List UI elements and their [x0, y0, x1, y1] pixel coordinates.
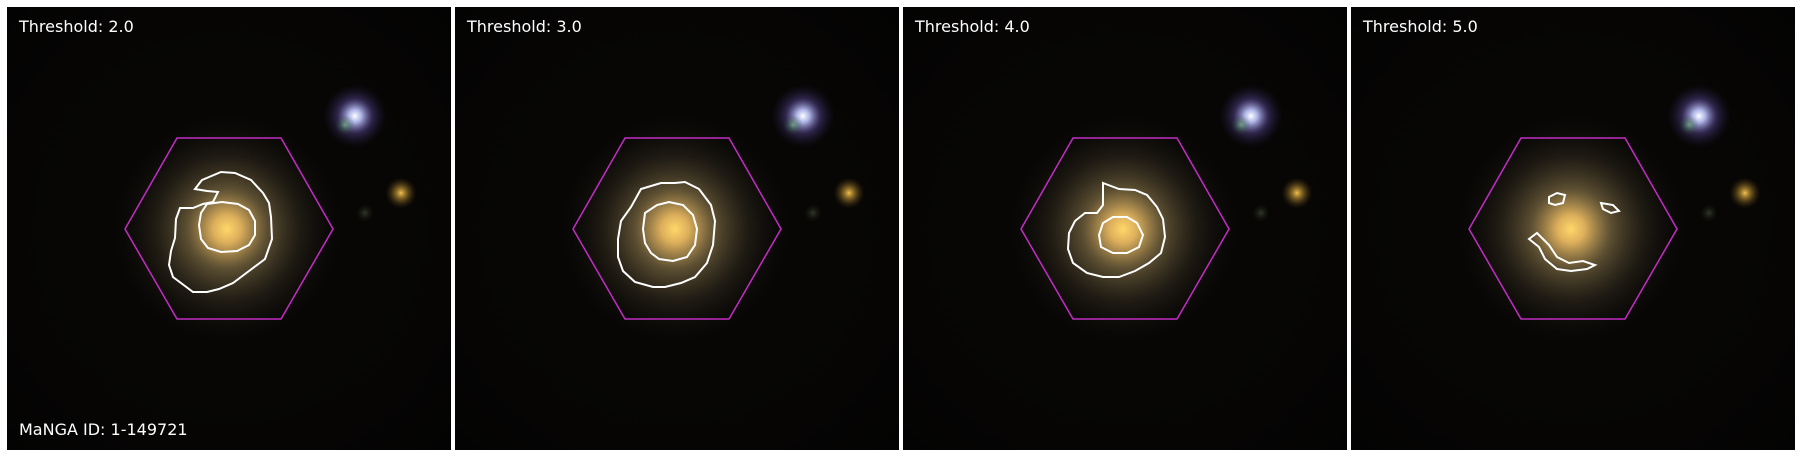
contour-outer	[1066, 181, 1167, 278]
threshold-panel-3: Threshold: 3.0	[455, 7, 899, 450]
contour-fragment-top-right	[1599, 201, 1621, 215]
threshold-panel-4: Threshold: 4.0	[903, 7, 1347, 450]
threshold-panel-5: Threshold: 5.0	[1351, 7, 1795, 450]
contour-inner	[197, 200, 256, 254]
ifu-hexagon	[572, 137, 782, 320]
threshold-label: Threshold: 4.0	[915, 17, 1030, 36]
ifu-hexagon	[1468, 137, 1678, 320]
threshold-label: Threshold: 3.0	[467, 17, 582, 36]
galaxy-image	[455, 7, 899, 450]
galaxy-image	[7, 7, 451, 450]
manga-id-label: MaNGA ID: 1-149721	[19, 420, 188, 439]
threshold-label: Threshold: 2.0	[19, 17, 134, 36]
ifu-hexagon	[124, 137, 334, 320]
contour-inner	[641, 200, 699, 263]
galaxy-image	[1351, 7, 1795, 450]
contour-fragment-lower	[1527, 231, 1598, 273]
threshold-label: Threshold: 5.0	[1363, 17, 1478, 36]
galaxy-image	[903, 7, 1347, 450]
contour-outer	[617, 180, 717, 288]
ifu-hexagon	[1020, 137, 1230, 320]
contour-inner	[1097, 216, 1145, 254]
threshold-panel-2: Threshold: 2.0 MaNGA ID: 1-149721	[7, 7, 451, 450]
contour-fragment-top-left	[1548, 191, 1567, 207]
